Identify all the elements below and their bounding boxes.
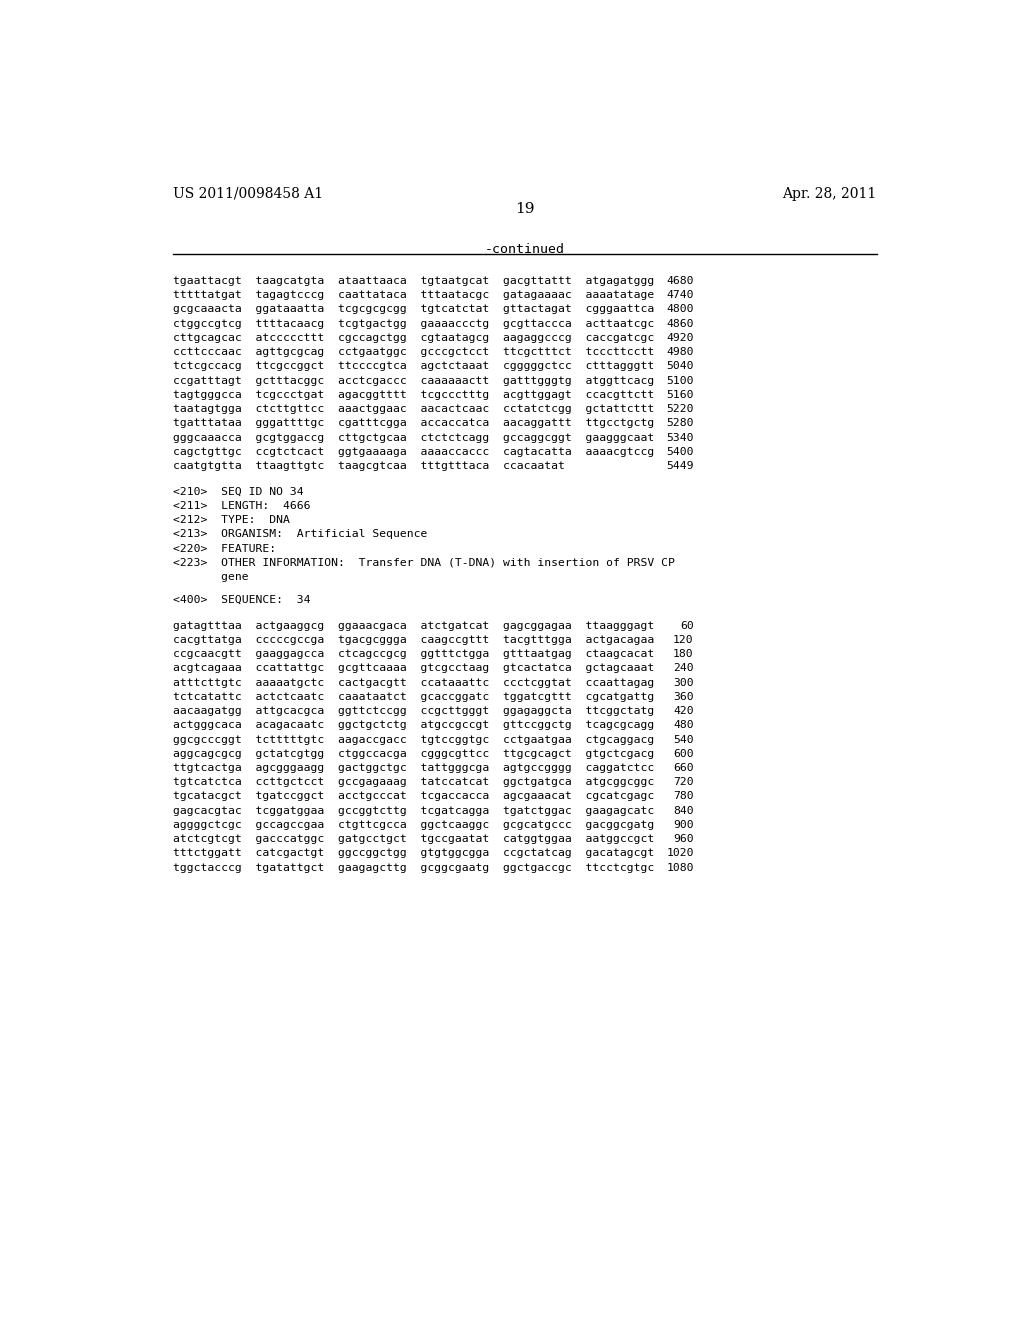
Text: tctcatattc  actctcaatc  caaataatct  gcaccggatc  tggatcgttt  cgcatgattg: tctcatattc actctcaatc caaataatct gcaccgg…: [173, 692, 654, 702]
Text: ttgtcactga  agcgggaagg  gactggctgc  tattgggcga  agtgccgggg  caggatctcc: ttgtcactga agcgggaagg gactggctgc tattggg…: [173, 763, 654, 774]
Text: 4920: 4920: [667, 333, 693, 343]
Text: 5040: 5040: [667, 362, 693, 371]
Text: 600: 600: [673, 748, 693, 759]
Text: <400>  SEQUENCE:  34: <400> SEQUENCE: 34: [173, 595, 310, 605]
Text: 420: 420: [673, 706, 693, 715]
Text: aggcagcgcg  gctatcgtgg  ctggccacga  cgggcgttcc  ttgcgcagct  gtgctcgacg: aggcagcgcg gctatcgtgg ctggccacga cgggcgt…: [173, 748, 654, 759]
Text: aggggctcgc  gccagccgaa  ctgttcgcca  ggctcaaggc  gcgcatgccc  gacggcgatg: aggggctcgc gccagccgaa ctgttcgcca ggctcaa…: [173, 820, 654, 830]
Text: 960: 960: [673, 834, 693, 845]
Text: cacgttatga  cccccgccga  tgacgcggga  caagccgttt  tacgtttgga  actgacagaa: cacgttatga cccccgccga tgacgcggga caagccg…: [173, 635, 654, 644]
Text: aacaagatgg  attgcacgca  ggttctccgg  ccgcttgggt  ggagaggcta  ttcggctatg: aacaagatgg attgcacgca ggttctccgg ccgcttg…: [173, 706, 654, 715]
Text: tgatttataa  gggattttgc  cgatttcgga  accaccatca  aacaggattt  ttgcctgctg: tgatttataa gggattttgc cgatttcgga accacca…: [173, 418, 654, 428]
Text: 19: 19: [515, 202, 535, 216]
Text: caatgtgtta  ttaagttgtc  taagcgtcaa  tttgtttaca  ccacaatat: caatgtgtta ttaagttgtc taagcgtcaa tttgttt…: [173, 461, 565, 471]
Text: taatagtgga  ctcttgttcc  aaactggaac  aacactcaac  cctatctcgg  gctattcttt: taatagtgga ctcttgttcc aaactggaac aacactc…: [173, 404, 654, 414]
Text: ctggccgtcg  ttttacaacg  tcgtgactgg  gaaaaccctg  gcgttaccca  acttaatcgc: ctggccgtcg ttttacaacg tcgtgactgg gaaaacc…: [173, 318, 654, 329]
Text: 4680: 4680: [667, 276, 693, 286]
Text: 240: 240: [673, 663, 693, 673]
Text: Apr. 28, 2011: Apr. 28, 2011: [782, 187, 877, 201]
Text: 120: 120: [673, 635, 693, 644]
Text: US 2011/0098458 A1: US 2011/0098458 A1: [173, 187, 324, 201]
Text: 5220: 5220: [667, 404, 693, 414]
Text: 360: 360: [673, 692, 693, 702]
Text: 480: 480: [673, 721, 693, 730]
Text: acgtcagaaa  ccattattgc  gcgttcaaaa  gtcgcctaag  gtcactatca  gctagcaaat: acgtcagaaa ccattattgc gcgttcaaaa gtcgcct…: [173, 663, 654, 673]
Text: 60: 60: [680, 620, 693, 631]
Text: ccgatttagt  gctttacggc  acctcgaccc  caaaaaactt  gatttgggtg  atggttcacg: ccgatttagt gctttacggc acctcgaccc caaaaaa…: [173, 376, 654, 385]
Text: tgcatacgct  tgatccggct  acctgcccat  tcgaccacca  agcgaaacat  cgcatcgagc: tgcatacgct tgatccggct acctgcccat tcgacca…: [173, 792, 654, 801]
Text: cagctgttgc  ccgtctcact  ggtgaaaaga  aaaaccaccc  cagtacatta  aaaacgtccg: cagctgttgc ccgtctcact ggtgaaaaga aaaacca…: [173, 446, 654, 457]
Text: 5340: 5340: [667, 433, 693, 442]
Text: <220>  FEATURE:: <220> FEATURE:: [173, 544, 276, 553]
Text: <212>  TYPE:  DNA: <212> TYPE: DNA: [173, 515, 290, 525]
Text: 4800: 4800: [667, 305, 693, 314]
Text: 780: 780: [673, 792, 693, 801]
Text: ccttcccaac  agttgcgcag  cctgaatggc  gcccgctcct  ttcgctttct  tcccttcctt: ccttcccaac agttgcgcag cctgaatggc gcccgct…: [173, 347, 654, 356]
Text: 5400: 5400: [667, 446, 693, 457]
Text: ccgcaacgtt  gaaggagcca  ctcagccgcg  ggtttctgga  gtttaatgag  ctaagcacat: ccgcaacgtt gaaggagcca ctcagccgcg ggtttct…: [173, 649, 654, 659]
Text: 4980: 4980: [667, 347, 693, 356]
Text: gatagtttaa  actgaaggcg  ggaaacgaca  atctgatcat  gagcggagaa  ttaagggagt: gatagtttaa actgaaggcg ggaaacgaca atctgat…: [173, 620, 654, 631]
Text: 4860: 4860: [667, 318, 693, 329]
Text: 840: 840: [673, 805, 693, 816]
Text: 5160: 5160: [667, 389, 693, 400]
Text: 1020: 1020: [667, 849, 693, 858]
Text: 180: 180: [673, 649, 693, 659]
Text: tgaattacgt  taagcatgta  ataattaaca  tgtaatgcat  gacgttattt  atgagatggg: tgaattacgt taagcatgta ataattaaca tgtaatg…: [173, 276, 654, 286]
Text: 720: 720: [673, 777, 693, 787]
Text: ggcgcccggt  tctttttgtc  aagaccgacc  tgtccggtgc  cctgaatgaa  ctgcaggacg: ggcgcccggt tctttttgtc aagaccgacc tgtccgg…: [173, 734, 654, 744]
Text: <211>  LENGTH:  4666: <211> LENGTH: 4666: [173, 500, 310, 511]
Text: tagtgggcca  tcgccctgat  agacggtttt  tcgccctttg  acgttggagt  ccacgttctt: tagtgggcca tcgccctgat agacggtttt tcgccct…: [173, 389, 654, 400]
Text: 5449: 5449: [667, 461, 693, 471]
Text: <210>  SEQ ID NO 34: <210> SEQ ID NO 34: [173, 487, 303, 496]
Text: 5280: 5280: [667, 418, 693, 428]
Text: 540: 540: [673, 734, 693, 744]
Text: 300: 300: [673, 677, 693, 688]
Text: gagcacgtac  tcggatggaa  gccggtcttg  tcgatcagga  tgatctggac  gaagagcatc: gagcacgtac tcggatggaa gccggtcttg tcgatca…: [173, 805, 654, 816]
Text: tggctacccg  tgatattgct  gaagagcttg  gcggcgaatg  ggctgaccgc  ttcctcgtgc: tggctacccg tgatattgct gaagagcttg gcggcga…: [173, 863, 654, 873]
Text: gggcaaacca  gcgtggaccg  cttgctgcaa  ctctctcagg  gccaggcggt  gaagggcaat: gggcaaacca gcgtggaccg cttgctgcaa ctctctc…: [173, 433, 654, 442]
Text: 1080: 1080: [667, 863, 693, 873]
Text: tttctggatt  catcgactgt  ggccggctgg  gtgtggcgga  ccgctatcag  gacatagcgt: tttctggatt catcgactgt ggccggctgg gtgtggc…: [173, 849, 654, 858]
Text: tctcgccacg  ttcgccggct  ttccccgtca  agctctaaat  cgggggctcc  ctttagggtt: tctcgccacg ttcgccggct ttccccgtca agctcta…: [173, 362, 654, 371]
Text: cttgcagcac  atcccccttt  cgccagctgg  cgtaatagcg  aagaggcccg  caccgatcgc: cttgcagcac atcccccttt cgccagctgg cgtaata…: [173, 333, 654, 343]
Text: 5100: 5100: [667, 376, 693, 385]
Text: 4740: 4740: [667, 290, 693, 300]
Text: -continued: -continued: [484, 243, 565, 256]
Text: atctcgtcgt  gacccatggc  gatgcctgct  tgccgaatat  catggtggaa  aatggccgct: atctcgtcgt gacccatggc gatgcctgct tgccgaa…: [173, 834, 654, 845]
Text: atttcttgtc  aaaaatgctc  cactgacgtt  ccataaattc  ccctcggtat  ccaattagag: atttcttgtc aaaaatgctc cactgacgtt ccataaa…: [173, 677, 654, 688]
Text: actgggcaca  acagacaatc  ggctgctctg  atgccgccgt  gttccggctg  tcagcgcagg: actgggcaca acagacaatc ggctgctctg atgccgc…: [173, 721, 654, 730]
Text: tttttatgat  tagagtcccg  caattataca  tttaatacgc  gatagaaaac  aaaatatage: tttttatgat tagagtcccg caattataca tttaata…: [173, 290, 654, 300]
Text: 900: 900: [673, 820, 693, 830]
Text: gene: gene: [173, 572, 249, 582]
Text: <213>  ORGANISM:  Artificial Sequence: <213> ORGANISM: Artificial Sequence: [173, 529, 427, 540]
Text: 660: 660: [673, 763, 693, 774]
Text: tgtcatctca  ccttgctcct  gccgagaaag  tatccatcat  ggctgatgca  atgcggcggc: tgtcatctca ccttgctcct gccgagaaag tatccat…: [173, 777, 654, 787]
Text: gcgcaaacta  ggataaatta  tcgcgcgcgg  tgtcatctat  gttactagat  cgggaattca: gcgcaaacta ggataaatta tcgcgcgcgg tgtcatc…: [173, 305, 654, 314]
Text: <223>  OTHER INFORMATION:  Transfer DNA (T-DNA) with insertion of PRSV CP: <223> OTHER INFORMATION: Transfer DNA (T…: [173, 558, 675, 568]
